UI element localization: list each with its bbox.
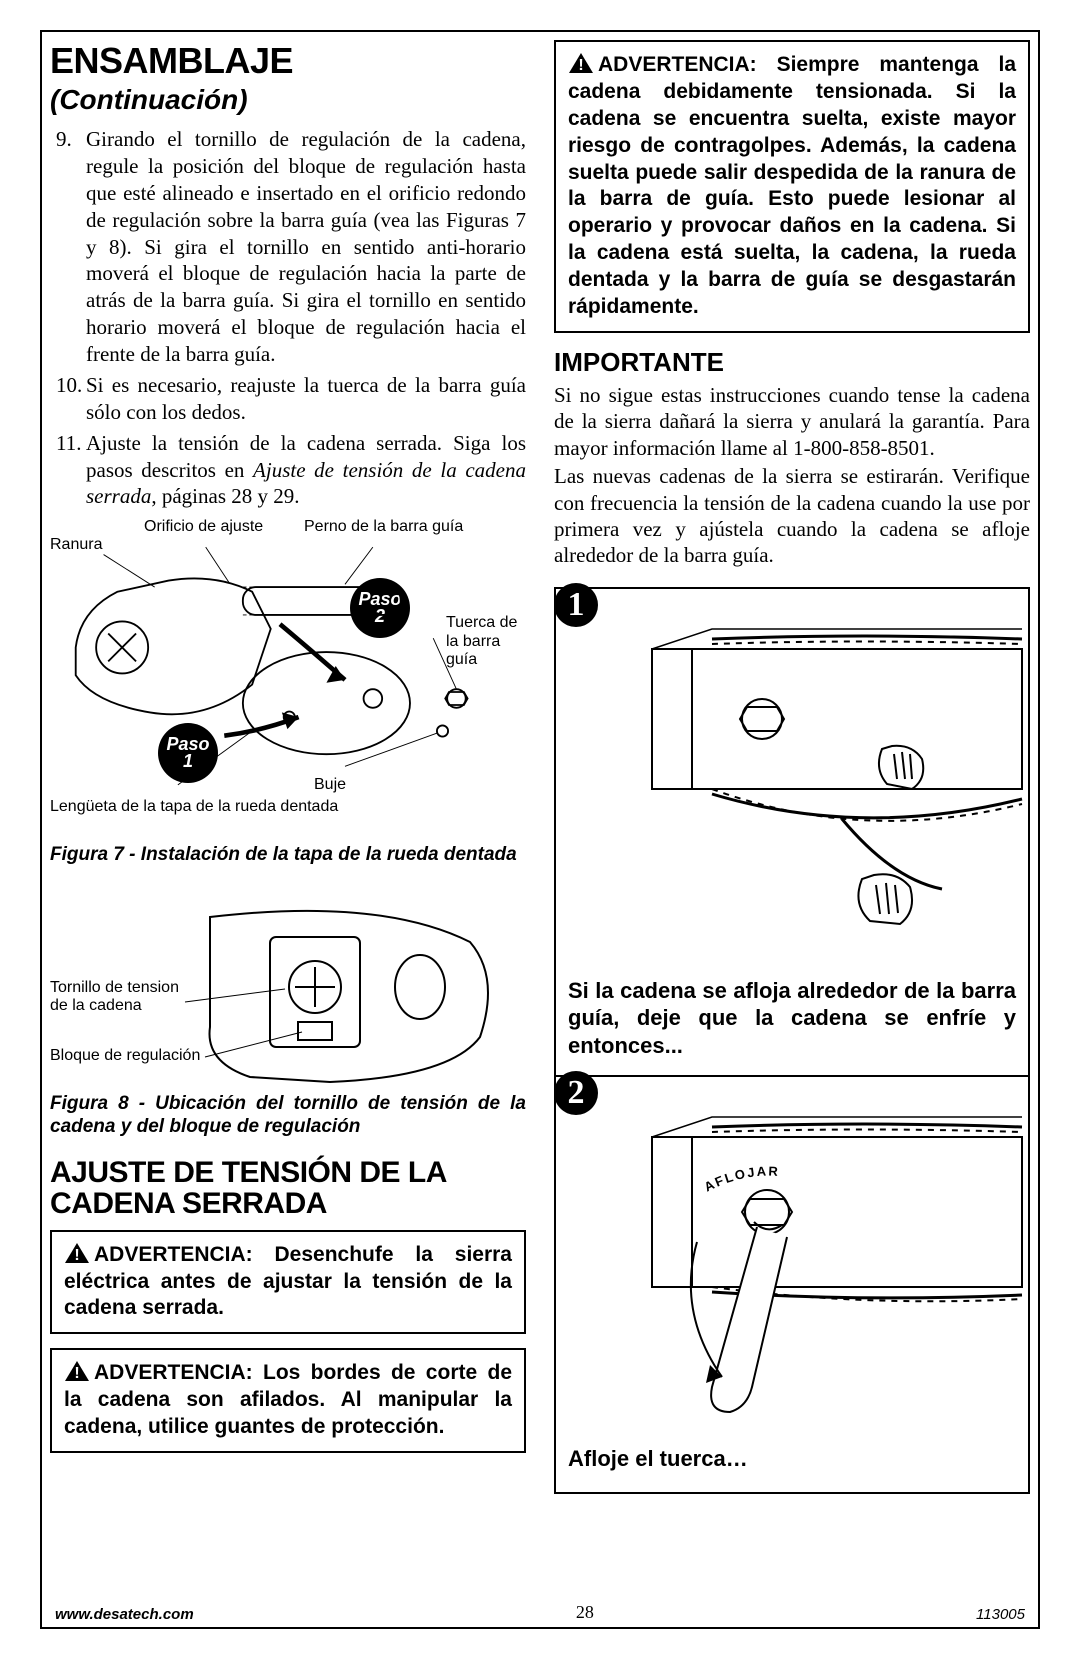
step-1-badge: 1 xyxy=(554,583,598,627)
label-perno: Perno de la barra guía xyxy=(304,518,463,536)
tension-section-title: AJUSTE DE TENSIÓN DE LA CADENA SERRADA xyxy=(50,1157,526,1220)
label-orificio: Orificio de ajuste xyxy=(144,518,263,536)
figure-8: Tornillo de tension de la cadena Bloque … xyxy=(50,887,526,1087)
list-item: 9. Girando el tornillo de regulación de … xyxy=(56,126,526,368)
label-lengueta: Lengüeta de la tapa de la rueda dentada xyxy=(50,798,338,816)
warning-icon: ! xyxy=(64,1242,90,1264)
warning-box-3: ! ADVERTENCIA: Siempre mantenga la caden… xyxy=(554,40,1030,333)
step-1-frame: 1 xyxy=(554,587,1030,1077)
svg-text:!: ! xyxy=(74,1247,79,1264)
section-subtitle: (Continuación) xyxy=(50,84,526,116)
list-item: 11. Ajuste la tensión de la cadena serra… xyxy=(56,430,526,511)
importante-p1: Si no sigue estas instrucciones cuando t… xyxy=(554,382,1030,461)
figure-7-caption: Figura 7 - Instalación de la tapa de la … xyxy=(50,844,526,867)
warning-box-1: ! ADVERTENCIA: Desenchufe la sierra eléc… xyxy=(50,1230,526,1335)
footer-doc-id: 113005 xyxy=(976,1606,1025,1623)
importante-p2: Las nuevas cadenas de la sierra se estir… xyxy=(554,463,1030,569)
left-column: ENSAMBLAJE (Continuación) 9. Girando el … xyxy=(50,40,526,1580)
step-2-drawing: AFLOJAR xyxy=(556,1077,1028,1437)
svg-text:!: ! xyxy=(578,57,583,74)
warning-icon: ! xyxy=(568,52,594,74)
right-column: ! ADVERTENCIA: Siempre mantenga la caden… xyxy=(554,40,1030,1580)
step-2-caption: Afloje el tuerca… xyxy=(556,1437,1028,1483)
assembly-list: 9. Girando el tornillo de regulación de … xyxy=(56,126,526,510)
step-2-badge: 2 xyxy=(554,1071,598,1115)
figure-8-caption: Figura 8 - Ubicación del tornillo de ten… xyxy=(50,1093,526,1139)
step-2-frame: 2 xyxy=(554,1077,1030,1494)
figure-7: Ranura Orificio de ajuste Perno de la ba… xyxy=(50,518,526,838)
footer-url: www.desatech.com xyxy=(55,1606,194,1623)
list-item: 10. Si es necesario, reajuste la tuerca … xyxy=(56,372,526,426)
importante-heading: IMPORTANTE xyxy=(554,347,1030,378)
svg-text:!: ! xyxy=(74,1365,79,1382)
step-1-drawing xyxy=(556,589,1028,969)
figure-7-drawing xyxy=(50,536,510,796)
page-footer: www.desatech.com 28 113005 xyxy=(55,1602,1025,1623)
step-1-caption: Si la cadena se afloja alrededor de la b… xyxy=(556,969,1028,1070)
section-title: ENSAMBLAJE xyxy=(50,40,526,82)
footer-page-number: 28 xyxy=(576,1602,594,1623)
figure-8-drawing xyxy=(50,887,510,1087)
warning-box-2: ! ADVERTENCIA: Los bordes de corte de la… xyxy=(50,1348,526,1453)
warning-icon: ! xyxy=(64,1360,90,1382)
